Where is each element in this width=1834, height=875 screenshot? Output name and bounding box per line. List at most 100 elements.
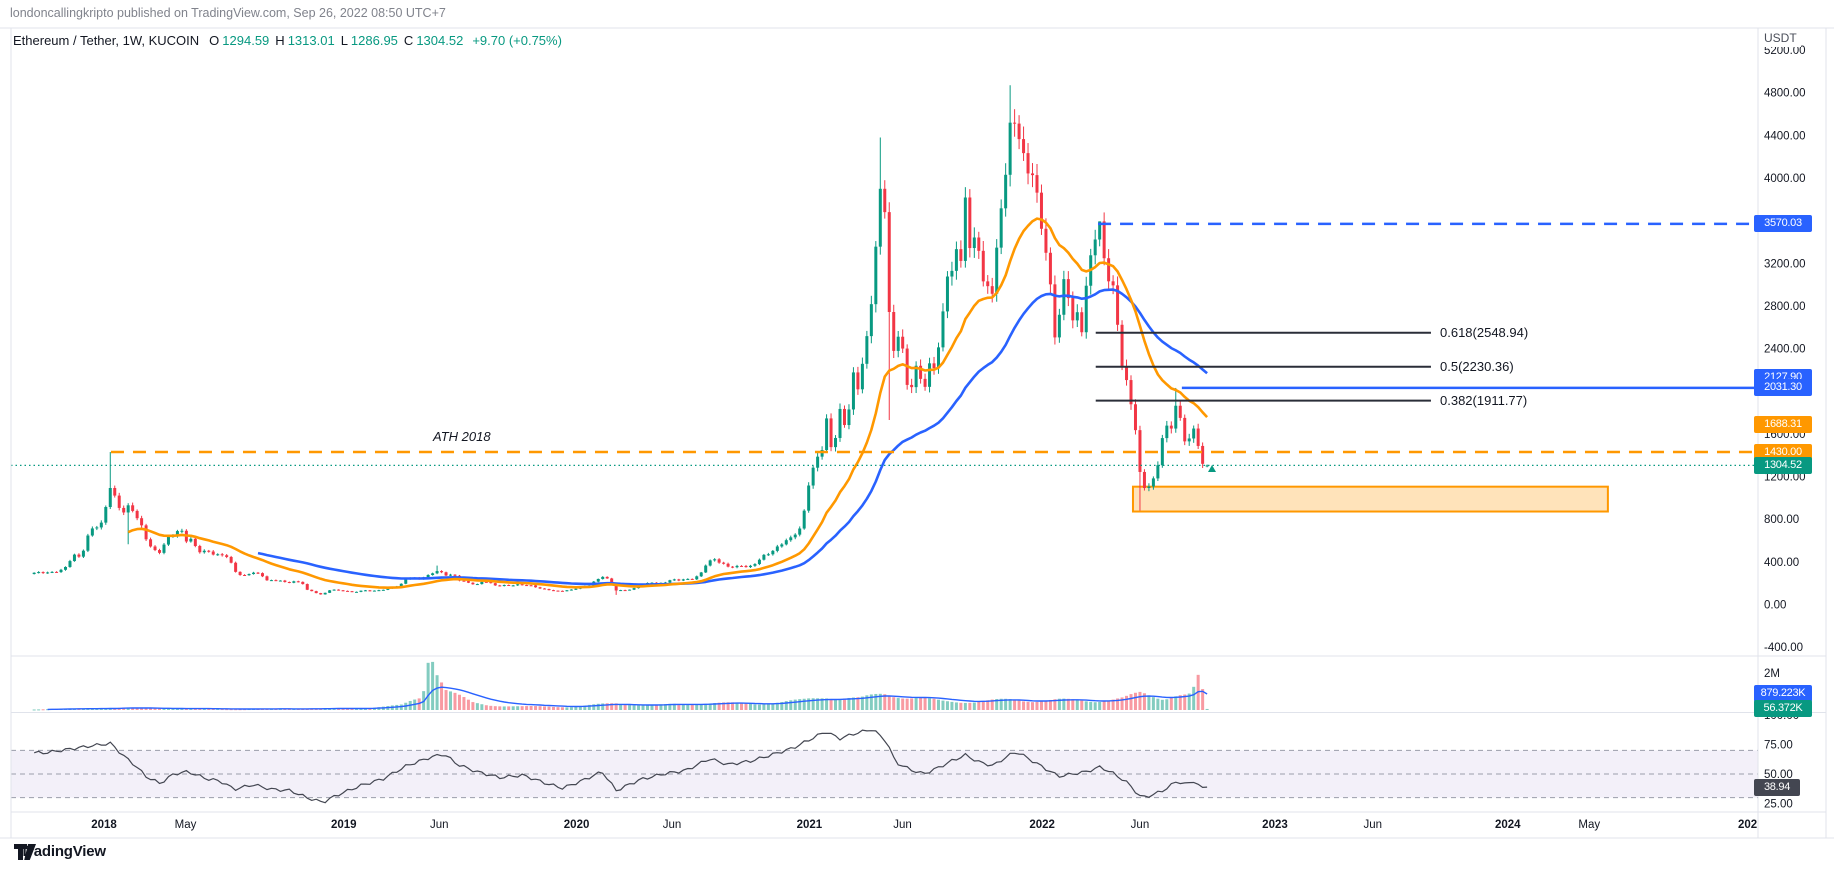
price-badge: 1304.52 bbox=[1754, 456, 1812, 474]
symbol-title[interactable]: Ethereum / Tether, 1W, KUCOIN bbox=[13, 33, 200, 48]
supply-demand-zone-box[interactable] bbox=[1131, 485, 1609, 513]
volume-bar bbox=[1071, 699, 1075, 710]
volume-bar bbox=[1129, 694, 1133, 710]
candle-body bbox=[368, 590, 372, 592]
candle-body bbox=[672, 579, 676, 581]
candle-body bbox=[829, 418, 833, 448]
candle-body bbox=[1138, 430, 1142, 472]
candle-body bbox=[775, 546, 779, 551]
candle-body bbox=[493, 583, 497, 586]
volume-bar bbox=[1017, 700, 1021, 710]
price-badge: 3570.03 bbox=[1754, 215, 1812, 233]
volume-bar bbox=[520, 706, 524, 710]
candle-body bbox=[328, 590, 332, 593]
price-tick: 1200.00 bbox=[1764, 472, 1806, 484]
volume-bar bbox=[981, 701, 985, 710]
ohlc-prefix: L bbox=[340, 33, 348, 48]
candle-body bbox=[820, 449, 824, 457]
volume-bar bbox=[216, 708, 220, 710]
candle-body bbox=[1111, 281, 1115, 286]
price-tick: 4400.00 bbox=[1764, 130, 1806, 142]
volume-bar bbox=[1160, 699, 1164, 710]
ma-fast-line bbox=[127, 217, 1209, 589]
candle-body bbox=[1169, 425, 1173, 429]
candle-body bbox=[999, 208, 1003, 248]
volume-bar bbox=[180, 708, 184, 710]
volume-bar bbox=[650, 705, 654, 710]
volume-bar bbox=[207, 708, 211, 710]
volume-bar bbox=[493, 706, 497, 710]
volume-bar bbox=[475, 703, 479, 710]
candle-body bbox=[310, 589, 314, 592]
candle-body bbox=[1174, 405, 1178, 429]
candle-body bbox=[1120, 324, 1124, 367]
symbol-legend[interactable]: Ethereum / Tether, 1W, KUCOIN O 1294.59 H 13… bbox=[13, 33, 565, 48]
ohlc-number: 1304.52 bbox=[416, 33, 464, 48]
volume-bar bbox=[740, 702, 744, 710]
candle-body bbox=[735, 565, 739, 568]
candle-body bbox=[681, 579, 685, 581]
candle-body bbox=[901, 336, 905, 349]
volume-bar bbox=[131, 707, 135, 710]
price-badge: 2031.30 bbox=[1754, 379, 1812, 397]
candle-body bbox=[95, 527, 99, 529]
fib-level-label: 0.382(1911.77) bbox=[1440, 392, 1528, 408]
candle-body bbox=[216, 554, 220, 556]
volume-bar bbox=[672, 703, 676, 710]
candle-body bbox=[1147, 486, 1151, 489]
candle-body bbox=[1093, 239, 1097, 256]
time-tick: 2019 bbox=[331, 819, 357, 831]
ath-2018-label[interactable]: ATH 2018 bbox=[433, 429, 491, 444]
candle-body bbox=[502, 584, 506, 587]
volume-bar bbox=[896, 698, 900, 710]
volume-bar bbox=[153, 708, 157, 710]
volume-bar bbox=[1004, 698, 1008, 710]
zone-box-rect[interactable] bbox=[1131, 485, 1609, 513]
candle-body bbox=[798, 528, 802, 535]
price-tick: 0.00 bbox=[1764, 600, 1786, 612]
price-tick: 400.00 bbox=[1764, 557, 1799, 569]
candle-body bbox=[1035, 175, 1039, 193]
volume-bar bbox=[784, 701, 788, 710]
candle-body bbox=[632, 588, 636, 590]
volume-bar bbox=[158, 708, 162, 710]
time-tick: 2020 bbox=[564, 819, 590, 831]
candle-body bbox=[1160, 438, 1164, 466]
candle-body bbox=[1044, 228, 1048, 253]
candle-body bbox=[838, 408, 842, 438]
candle-body bbox=[757, 559, 761, 565]
volume-bar bbox=[1035, 702, 1039, 710]
volume-bar bbox=[811, 698, 815, 710]
candle-body bbox=[686, 578, 690, 580]
volume-bar bbox=[614, 703, 618, 710]
volume-bar bbox=[189, 708, 193, 710]
candle-body bbox=[516, 584, 520, 586]
volume-bar bbox=[1053, 699, 1057, 710]
candle-body bbox=[816, 456, 820, 468]
axis-ticks[interactable]: 5200.00 4800.00 4400.00 4000.00 3200.00 2800.… bbox=[91, 45, 1805, 831]
drawing-lines[interactable] bbox=[11, 222, 1758, 472]
candle-body bbox=[1013, 122, 1017, 124]
candle-body bbox=[1008, 122, 1012, 175]
volume-bar bbox=[37, 709, 41, 711]
volume-ma-line bbox=[47, 686, 1208, 711]
volume-bar bbox=[211, 708, 215, 710]
volume-bar bbox=[140, 707, 144, 710]
volume-bar bbox=[860, 696, 864, 710]
volume-bar bbox=[601, 703, 605, 710]
volume-bar bbox=[847, 697, 851, 710]
volume-bar bbox=[592, 704, 596, 710]
volume-bar bbox=[574, 706, 578, 710]
candle-body bbox=[292, 581, 296, 583]
candle-body bbox=[234, 562, 238, 572]
volume-bar bbox=[668, 703, 672, 710]
volume-bar bbox=[144, 708, 148, 710]
volume-bar bbox=[193, 708, 197, 710]
candle-body bbox=[1102, 221, 1106, 259]
candle-body bbox=[726, 563, 730, 567]
candle-body bbox=[435, 571, 439, 574]
candle-body bbox=[614, 583, 618, 591]
tradingview-logo[interactable]: TradingView bbox=[14, 843, 106, 860]
candle-body bbox=[296, 581, 300, 583]
